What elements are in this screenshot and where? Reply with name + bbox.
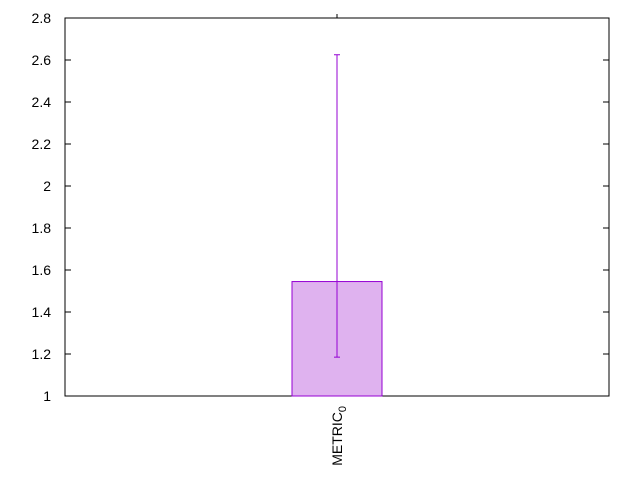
error-bars (334, 54, 340, 358)
y-tick-label: 2.6 (32, 52, 52, 68)
y-tick-label: 2.4 (32, 94, 52, 110)
x-tick-label: METRIC0 (329, 406, 349, 466)
y-tick-label: 1.2 (32, 346, 52, 362)
y-tick-label: 1 (43, 388, 51, 404)
error-bar (334, 54, 340, 358)
y-tick-label: 2.2 (32, 136, 52, 152)
y-tick-label: 1.6 (32, 262, 52, 278)
y-tick-label: 2.8 (32, 10, 52, 26)
x-tick-labels: METRIC0 (329, 406, 349, 466)
y-tick-label: 1.8 (32, 220, 52, 236)
y-tick-label: 1.4 (32, 304, 52, 320)
y-axis: 1 1.2 1.4 1.6 1.8 2 2.2 2.4 2.6 2.8 (32, 10, 609, 404)
y-tick-label: 2 (43, 178, 51, 194)
